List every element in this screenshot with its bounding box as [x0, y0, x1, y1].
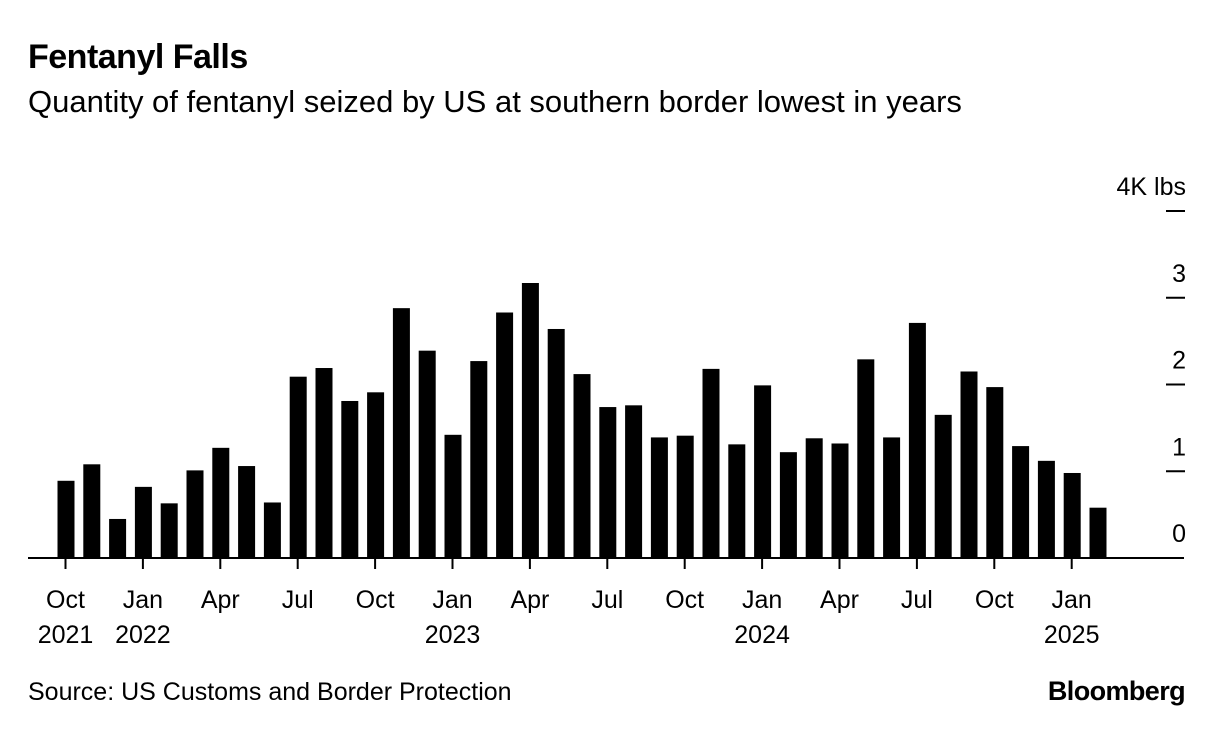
bar-2022-11 [392, 308, 410, 558]
y-tick-label-3: 3 [1172, 260, 1186, 288]
bar-2022-12 [418, 350, 436, 558]
bar-2022-10 [367, 392, 385, 558]
bar-2025-02 [1089, 507, 1107, 558]
x-tick-label-month: Jan [742, 586, 782, 614]
x-tick-label-year: 2021 [38, 621, 94, 649]
x-tick-label-month: Oct [665, 586, 704, 614]
bar-2022-06 [263, 502, 281, 558]
bar-2023-03 [496, 312, 514, 558]
bar-2024-03 [805, 438, 823, 558]
x-tick-label-year: 2025 [1044, 621, 1100, 649]
bar-2024-12 [1037, 460, 1055, 558]
bar-2023-04 [521, 283, 539, 558]
bar-2024-10 [986, 387, 1004, 558]
chart-subtitle: Quantity of fentanyl seized by US at sou… [28, 84, 962, 119]
bar-2024-08 [934, 414, 952, 558]
x-tick-label-month: Oct [46, 586, 85, 614]
bar-2022-05 [238, 466, 256, 558]
bloomberg-logo: Bloomberg [1047, 676, 1186, 706]
bar-2023-12 [728, 444, 746, 558]
bar-2023-05 [547, 328, 565, 558]
bar-2023-08 [625, 405, 643, 558]
x-tick-label-month: Jul [901, 586, 933, 614]
x-tick-label-month: Jan [123, 586, 163, 614]
bar-2024-06 [883, 437, 901, 558]
x-tick-label-year: 2023 [425, 621, 481, 649]
y-tick-label-1: 1 [1172, 433, 1186, 461]
bar-2023-07 [599, 407, 617, 558]
bar-2024-02 [779, 452, 797, 558]
y-tick-label-0: 0 [1172, 520, 1186, 548]
bar-2022-03 [186, 470, 204, 558]
bar-2023-01 [444, 434, 462, 558]
x-tick-label-month: Apr [510, 586, 549, 614]
bar-2025-01 [1063, 472, 1081, 559]
bar-2021-12 [109, 518, 127, 558]
bar-2022-08 [315, 368, 333, 558]
y-tick-label-2: 2 [1172, 347, 1186, 375]
bar-2022-01 [134, 486, 152, 558]
x-tick-label-month: Oct [975, 586, 1014, 614]
bar-2023-06 [573, 374, 591, 558]
x-tick-label-month: Jan [432, 586, 472, 614]
bar-2022-02 [160, 503, 178, 558]
x-tick-label-month: Jul [591, 586, 623, 614]
y-tick-label-4: 4K lbs [1117, 173, 1186, 201]
bar-2022-09 [341, 400, 359, 558]
bar-2024-05 [857, 359, 875, 558]
bar-2021-10 [57, 480, 75, 558]
bar-2022-04 [212, 447, 230, 558]
bar-2024-01 [754, 385, 772, 558]
bar-2023-11 [702, 368, 720, 558]
x-tick-label-month: Apr [820, 586, 859, 614]
bar-2022-07 [289, 376, 307, 558]
x-tick-label-month: Jan [1052, 586, 1092, 614]
chart-title: Fentanyl Falls [28, 38, 248, 76]
x-tick-label-year: 2022 [115, 621, 171, 649]
bar-2023-10 [676, 435, 694, 558]
source-note: Source: US Customs and Border Protection [28, 678, 512, 706]
x-tick-label-month: Oct [356, 586, 395, 614]
x-tick-label-year: 2024 [734, 621, 790, 649]
bar-2024-04 [831, 443, 849, 558]
bar-2024-07 [908, 322, 926, 558]
x-tick-label-month: Jul [282, 586, 314, 614]
bar-2021-11 [83, 464, 101, 558]
x-tick-label-month: Apr [201, 586, 240, 614]
bar-2023-02 [470, 361, 488, 558]
bar-2024-09 [960, 371, 978, 558]
bar-2023-09 [650, 437, 668, 558]
bar-2024-11 [1012, 446, 1030, 558]
